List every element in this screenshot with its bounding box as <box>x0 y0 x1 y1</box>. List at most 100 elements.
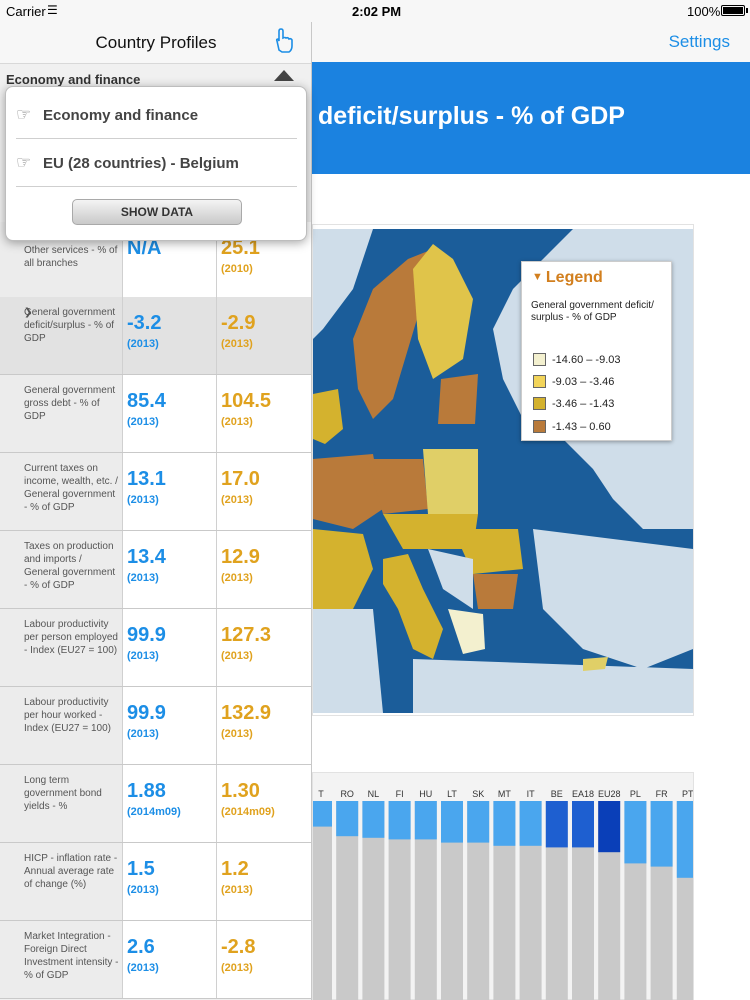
bar-background <box>493 801 516 1000</box>
table-row[interactable]: Current taxes on income, wealth, etc. / … <box>0 453 311 531</box>
region-central-europe <box>383 514 478 549</box>
table-row[interactable]: HICP - inflation rate - Annual average r… <box>0 843 311 921</box>
pointing-hand-icon: ☞ <box>16 153 32 172</box>
region-france-belgium <box>313 454 383 529</box>
wifi-icon: ☰ <box>47 3 58 17</box>
value-cell-eu: 13.4 (2013) <box>123 531 217 608</box>
value-cell-eu: 1.88 (2014m09) <box>123 765 217 842</box>
bar-chart-svg: T RO NL FI HU LT SK MT IT BE EA18 EU28 PL FR PT <box>313 789 693 1000</box>
legend-title: ▼ Legend <box>532 269 603 286</box>
bar-sk[interactable] <box>467 801 490 843</box>
pointing-hand-icon[interactable] <box>271 28 295 59</box>
value-cell-country: 127.3 (2013) <box>217 609 311 686</box>
bar-hu[interactable] <box>414 801 437 840</box>
bar-fi[interactable] <box>388 801 411 840</box>
row-label: General government gross debt - % of GDP <box>0 375 123 452</box>
value-cell-country: -2.8 (2013) <box>217 921 311 998</box>
row-label: Long term government bond yields - % <box>0 765 123 842</box>
row-label: Taxes on production and imports / Genera… <box>0 531 123 608</box>
bar-it[interactable] <box>519 801 542 846</box>
table-row[interactable]: General government gross debt - % of GDP… <box>0 375 311 453</box>
pointing-hand-icon: ☞ <box>16 105 32 124</box>
category-label: MT <box>498 789 511 799</box>
settings-button[interactable]: Settings <box>668 32 730 51</box>
bar-background <box>336 801 359 1000</box>
carrier-label: Carrier <box>6 4 46 19</box>
non-eu-land-turkey <box>533 529 693 669</box>
value-cell-eu: -3.2 (2013) <box>123 297 217 374</box>
category-label: LT <box>447 789 457 799</box>
section-label: Economy and finance <box>6 72 141 87</box>
bar-mt[interactable] <box>493 801 516 846</box>
value-cell-eu: 2.6 (2013) <box>123 921 217 998</box>
value-cell-eu: 99.9 (2013) <box>123 609 217 686</box>
popover-arrow <box>274 70 294 81</box>
bar-pl[interactable] <box>624 801 647 864</box>
region-finland <box>413 244 473 379</box>
table-row[interactable]: Labour productivity per person employed … <box>0 609 311 687</box>
bar-lt[interactable] <box>441 801 463 843</box>
table-row[interactable]: Labour productivity per hour worked - In… <box>0 687 311 765</box>
row-label: ❯ General government deficit/surplus - % … <box>0 297 123 374</box>
legend-swatch <box>533 397 546 410</box>
bar-background <box>467 801 490 1000</box>
map-legend: ▼ Legend General government deficit/ surp… <box>521 261 672 441</box>
value-cell-country: 132.9 (2013) <box>217 687 311 764</box>
region-italy <box>383 554 443 659</box>
status-bar: Carrier ☰ 2:02 PM 100% <box>0 0 750 22</box>
bar-nl[interactable] <box>362 801 385 838</box>
category-label: IT <box>527 789 536 799</box>
panel-header: Country Profiles <box>0 22 311 64</box>
table-row[interactable]: Long term government bond yields - % 1.8… <box>0 765 311 843</box>
country-selector[interactable]: ☞ EU (28 countries) - Belgium <box>16 139 297 187</box>
bar-eu28[interactable] <box>598 801 621 853</box>
category-label: PL <box>630 789 641 799</box>
bar-t[interactable] <box>313 801 332 827</box>
bar-pt[interactable] <box>676 801 693 878</box>
bar-background <box>362 801 385 1000</box>
bar-fr[interactable] <box>650 801 673 867</box>
table-row[interactable]: Taxes on production and imports / Genera… <box>0 531 311 609</box>
legend-subtitle: General government deficit/ surplus - % … <box>531 300 654 323</box>
value-cell-country: 1.30 (2014m09) <box>217 765 311 842</box>
non-eu-land-north <box>313 229 373 339</box>
category-label: SK <box>472 789 484 799</box>
africa <box>413 659 693 713</box>
category-label: PT <box>682 789 693 799</box>
bar-background <box>414 801 437 1000</box>
table-row[interactable]: Market Integration - Foreign Direct Inve… <box>0 921 311 999</box>
category-label: NL <box>368 789 380 799</box>
region-uk <box>313 389 343 444</box>
legend-swatch <box>533 375 546 388</box>
region-balkans <box>428 549 473 609</box>
category-label: RO <box>340 789 354 799</box>
row-label: HICP - inflation rate - Annual average r… <box>0 843 123 920</box>
region-bulgaria <box>473 574 518 609</box>
region-cyprus <box>583 657 608 671</box>
bar-ro[interactable] <box>336 801 359 837</box>
value-cell-country: 104.5 (2013) <box>217 375 311 452</box>
europe-map-graphic <box>313 229 693 713</box>
legend-class: -14.60 – -9.03 <box>533 353 621 367</box>
table-row-selected[interactable]: ❯ General government deficit/surplus - % … <box>0 297 311 375</box>
panel-title: Country Profiles <box>95 33 217 52</box>
bar-be[interactable] <box>545 801 568 848</box>
value-cell-country: 17.0 (2013) <box>217 453 311 530</box>
theme-selector[interactable]: ☞ Economy and finance <box>16 91 297 139</box>
show-data-button[interactable]: SHOW DATA <box>72 199 242 225</box>
category-label: FI <box>396 789 404 799</box>
row-label: Current taxes on income, wealth, etc. / … <box>0 453 123 530</box>
legend-swatch <box>533 353 546 366</box>
value-cell-country: -2.9 (2013) <box>217 297 311 374</box>
legend-class: -1.43 – 0.60 <box>533 420 611 434</box>
value-cell-eu: 13.1 (2013) <box>123 453 217 530</box>
bar-background <box>519 801 542 1000</box>
value-cell-country: 1.2 (2013) <box>217 843 311 920</box>
bar-background <box>441 801 463 1000</box>
selected-chevron-icon: ❯ <box>24 307 33 318</box>
bar-background <box>388 801 411 1000</box>
bar-ea18[interactable] <box>572 801 594 848</box>
ranking-bar-chart[interactable]: T RO NL FI HU LT SK MT IT BE EA18 EU28 PL FR PT <box>312 772 694 1000</box>
value-cell-eu: 85.4 (2013) <box>123 375 217 452</box>
